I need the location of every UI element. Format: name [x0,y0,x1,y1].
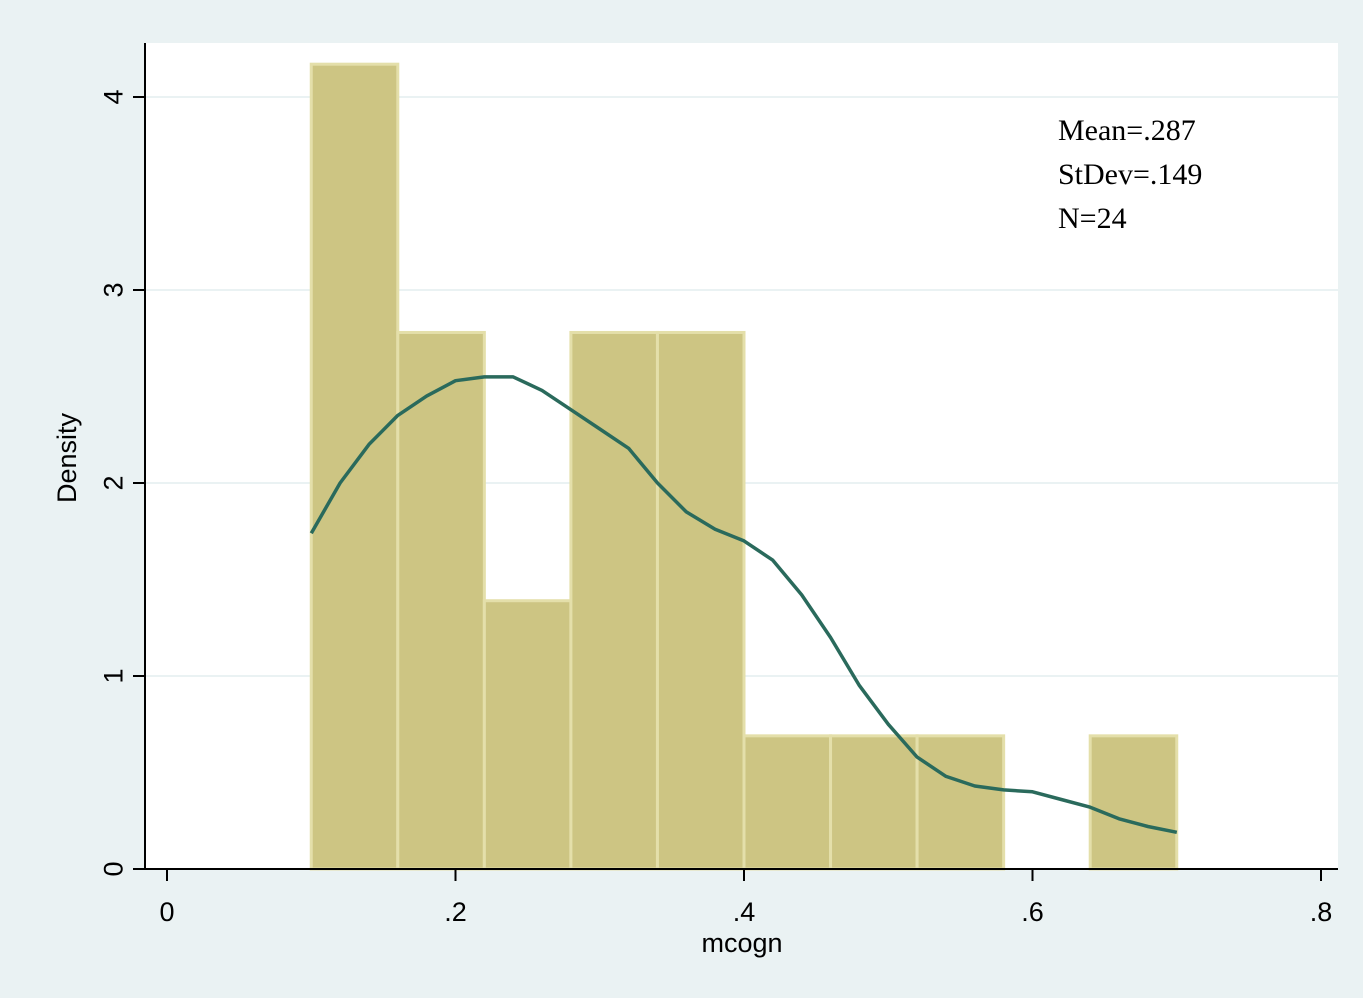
y-tick-label-0: 0 [98,861,128,876]
y-axis-label: Density [52,412,82,503]
stat-mean: Mean=.287 [1058,114,1196,147]
tick-labels: 0 .2 .4 .6 .8 0 1 2 3 4 [98,89,1332,927]
histogram-bar-5 [742,734,833,871]
x-axis-label: mcogn [701,928,782,958]
histogram-bar-9 [1088,734,1179,871]
kde-curve [309,375,1178,835]
x-tick-label-1: .2 [444,897,467,927]
axes [133,43,1338,881]
histogram-bar-2 [482,599,573,871]
stat-n: N=24 [1058,202,1127,235]
x-tick-label-4: .8 [1310,897,1333,927]
histogram-bar-3 [569,330,659,871]
x-tick-label-2: .4 [733,897,756,927]
kde-line [309,375,1178,835]
y-tick-label-1: 1 [98,668,128,683]
y-tick-label-3: 3 [98,282,128,297]
histogram-bar-1 [396,330,486,871]
summary-statistics: Mean=.287 StDev=.149 N=24 [1058,114,1202,235]
histogram-bar-6 [829,734,919,871]
histogram-bar-7 [915,734,1006,871]
x-tick-label-3: .6 [1021,897,1044,927]
histogram-bar-4 [655,330,746,871]
stat-stdev: StDev=.149 [1058,158,1202,191]
x-tick-label-0: 0 [159,897,174,927]
y-tick-label-4: 4 [98,89,128,104]
y-tick-label-2: 2 [98,475,128,490]
